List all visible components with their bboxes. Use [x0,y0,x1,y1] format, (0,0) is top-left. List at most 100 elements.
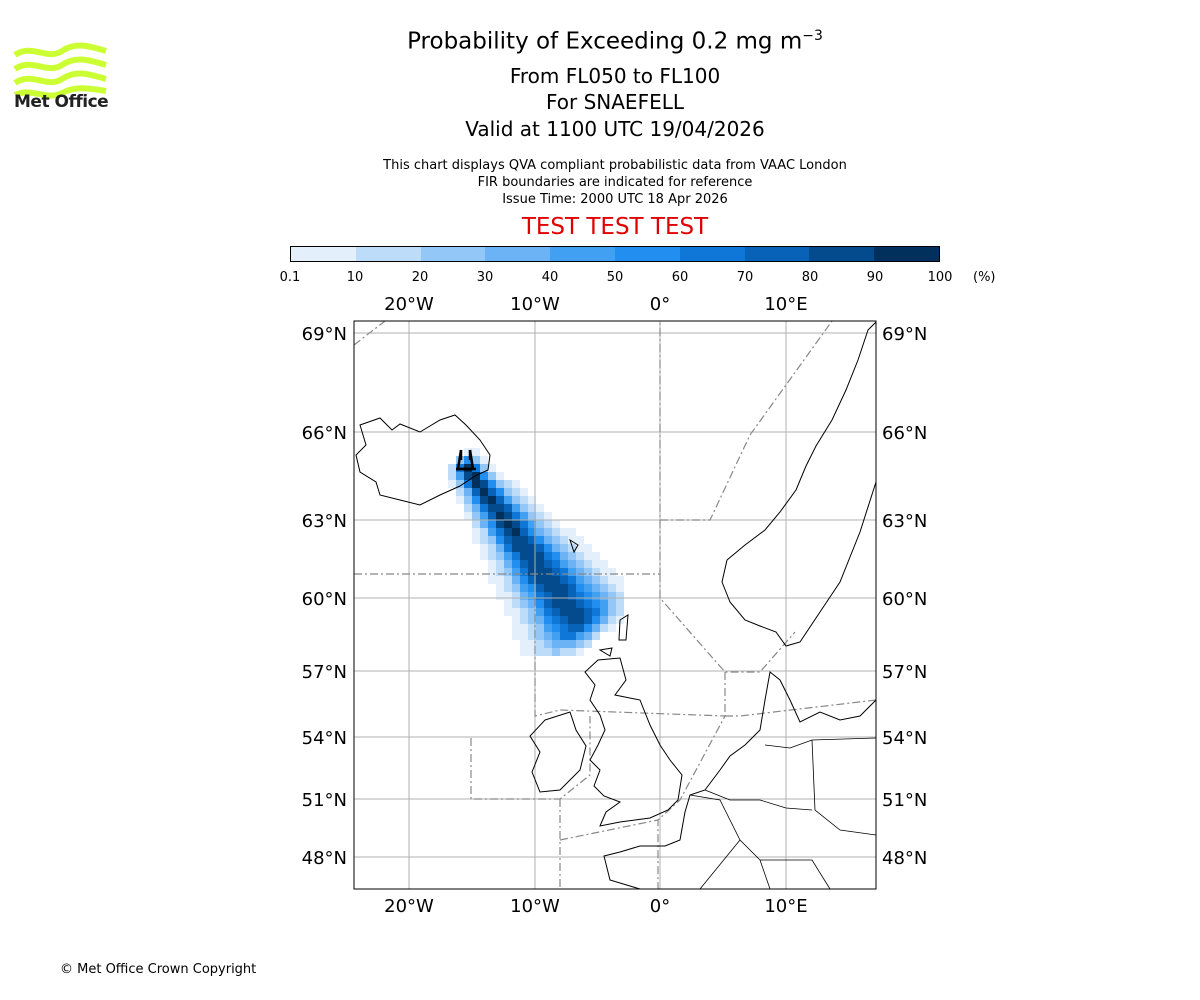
probability-cell [472,496,480,504]
probability-cell [496,528,504,536]
probability-cell [536,600,544,608]
colorbar-segment [485,247,551,261]
probability-cell [496,480,504,488]
probability-cell [456,496,464,504]
colorbar-segment [809,247,875,261]
probability-cell [568,608,576,616]
probability-cell [504,480,512,488]
country-borders [689,737,876,889]
probability-cell [520,592,528,600]
probability-cell [544,632,552,640]
probability-cell [536,528,544,536]
axis-tick-label: 60°N [882,589,927,610]
axis-tick-label: 63°N [302,511,347,532]
axis-tick-label: 48°N [882,848,927,869]
colorbar-tick-label: 10 [346,270,364,285]
probability-cell [464,472,472,480]
probability-cell [568,648,576,656]
probability-cell [504,520,512,528]
probability-cell [520,600,528,608]
probability-cell [544,608,552,616]
axis-tick-label: 66°N [302,423,347,444]
probability-cell [608,600,616,608]
probability-cell [488,536,496,544]
probability-cell [560,560,568,568]
probability-cell [480,528,488,536]
axis-tick-label: 10°W [510,294,560,315]
probability-cell [488,480,496,488]
probability-cell [520,576,528,584]
axis-tick-label: 10°E [764,896,807,917]
probability-cell [560,632,568,640]
probability-cell [560,616,568,624]
probability-cell [488,496,496,504]
probability-cell [528,592,536,600]
probability-cell [504,592,512,600]
colorbar-tick-label: 30 [476,270,494,285]
probability-cell [544,520,552,528]
probability-cell [576,536,584,544]
probability-cell [568,616,576,624]
probability-cell [608,568,616,576]
probability-cell [568,600,576,608]
probability-cell [536,544,544,552]
probability-cell [512,480,520,488]
probability-cell [528,544,536,552]
probability-cell [616,592,624,600]
title-exponent: −3 [802,28,823,44]
probability-cell [528,648,536,656]
colorbar-tick-label: 90 [866,270,884,285]
probability-cell [600,616,608,624]
probability-cell [576,552,584,560]
probability-cell [544,584,552,592]
probability-cell [496,488,504,496]
probability-cell [464,480,472,488]
probability-cell [520,504,528,512]
probability-cell [552,584,560,592]
map-frame [353,320,877,890]
probability-cell [472,456,480,464]
probability-cell [496,576,504,584]
axis-tick-label: 51°N [302,790,347,811]
colorbar-tick-label: 40 [541,270,559,285]
probability-cell [512,512,520,520]
probability-cell [480,544,488,552]
probability-cell [480,472,488,480]
probability-cell [552,544,560,552]
probability-cell [592,576,600,584]
colorbar-segment [550,247,615,261]
probability-cell [520,640,528,648]
norway-south-coast [721,481,876,647]
probability-cell [544,552,552,560]
volcano-icon [456,449,476,471]
probability-cell [472,504,480,512]
probability-cell [528,512,536,520]
fir-boundaries [354,321,876,889]
probability-cell [536,504,544,512]
probability-cell [536,576,544,584]
flight-levels: From FL050 to FL100 [509,64,721,88]
probability-cell [488,576,496,584]
probability-cell [512,528,520,536]
probability-cell [488,560,496,568]
probability-cell [512,600,520,608]
probability-cell [560,640,568,648]
probability-cell [520,536,528,544]
probability-cell [592,584,600,592]
axis-tick-label: 0° [650,294,670,315]
colorbar-tick-label: 0.1 [279,270,301,285]
probability-cell [536,584,544,592]
valid-time: Valid at 1100 UTC 19/04/2026 [465,117,765,141]
colorbar-tick-label: 20 [411,270,429,285]
probability-cell [568,632,576,640]
test-banner: TEST TEST TEST [521,214,709,240]
probability-cell [544,600,552,608]
probability-cell [536,552,544,560]
probability-cell [608,624,616,632]
probability-cell [520,616,528,624]
probability-cell [496,584,504,592]
axis-tick-label: 66°N [882,423,927,444]
colorbar-tick-label: 80 [801,270,819,285]
probability-cell [552,592,560,600]
probability-cell [512,536,520,544]
